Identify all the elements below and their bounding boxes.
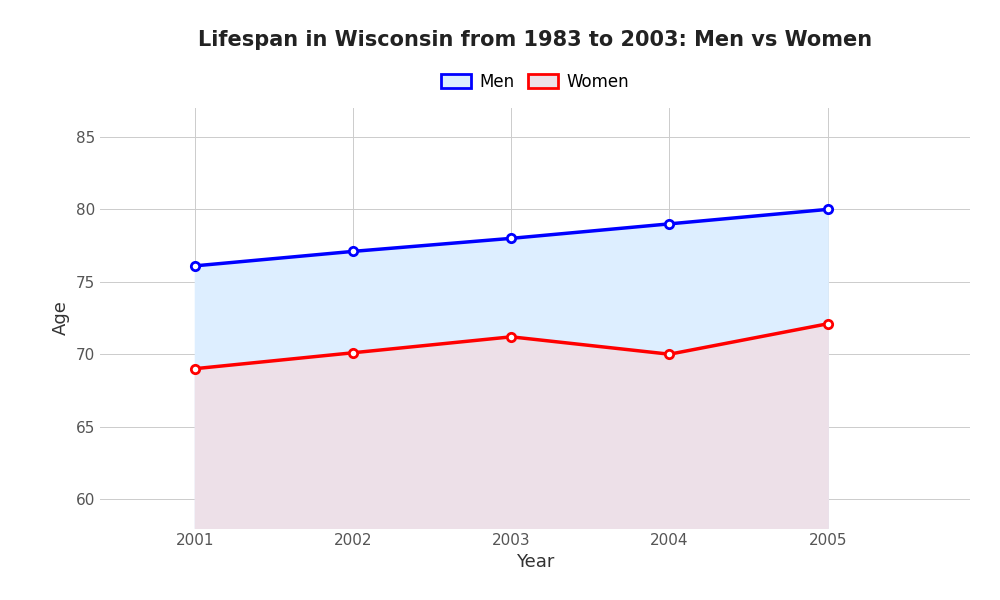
X-axis label: Year: Year: [516, 553, 554, 571]
Legend: Men, Women: Men, Women: [434, 66, 636, 97]
Y-axis label: Age: Age: [52, 301, 70, 335]
Title: Lifespan in Wisconsin from 1983 to 2003: Men vs Women: Lifespan in Wisconsin from 1983 to 2003:…: [198, 29, 872, 49]
